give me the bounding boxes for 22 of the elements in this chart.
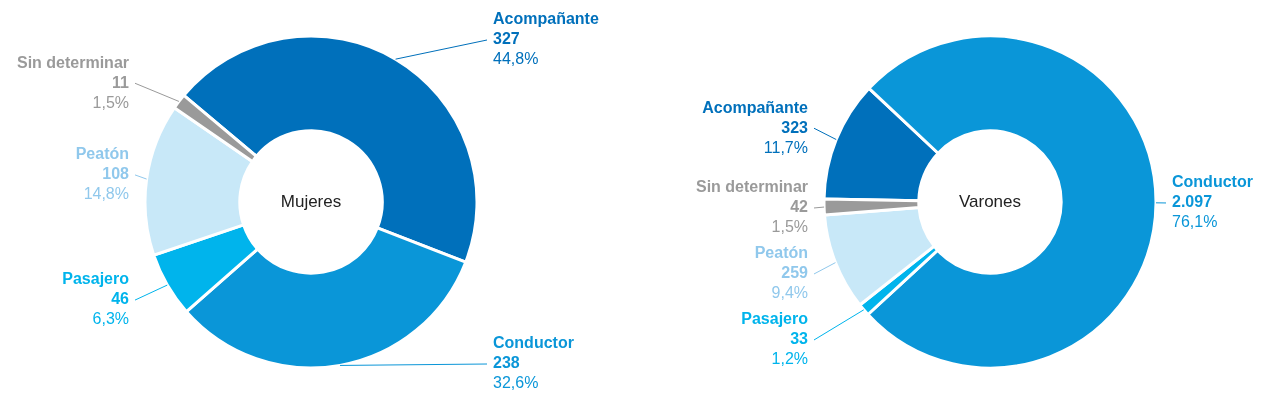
text: Varones [958, 191, 1022, 211]
slice-label: Pasajero [62, 270, 130, 288]
data-label: 11 1,5% [92, 73, 130, 111]
slice-label: Peatón [754, 244, 808, 262]
data-label: 323 11,7% [763, 118, 809, 156]
slice-label: Peatón [75, 145, 129, 163]
slice-label: Acompañante [702, 98, 809, 116]
data-label: 238 32,6% [493, 354, 539, 392]
slice-label: Acompañante [493, 10, 599, 28]
data-label: 46 6,3% [92, 290, 130, 328]
slice-label: Conductor [1172, 173, 1253, 191]
data-label: 42 1,5% [771, 198, 809, 236]
slice-label: Pasajero [741, 310, 809, 328]
text: Mujeres [280, 191, 342, 211]
slice-label: Sin determinar [695, 178, 808, 196]
data-label: 259 9,4% [771, 264, 809, 302]
data-label: 33 1,2% [771, 330, 809, 368]
data-label: 108 14,8% [83, 165, 130, 203]
slice-label: Conductor [493, 334, 574, 352]
slice-label: Sin determinar [16, 53, 129, 71]
data-label: 2.097 76,1% [1172, 193, 1218, 231]
data-label: 327 44,8% [493, 30, 539, 68]
